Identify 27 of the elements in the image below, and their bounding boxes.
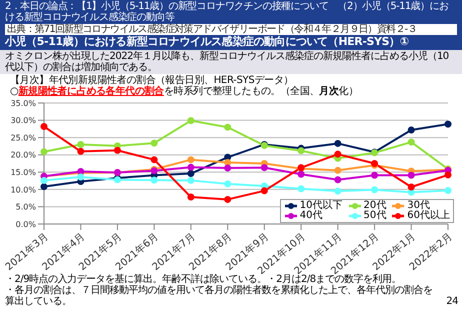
text: 24	[446, 296, 458, 307]
y-tick-label: 20.0%	[10, 150, 36, 160]
y-tick-label: 0.0%	[16, 220, 36, 229]
y-tick-label: 10.0%	[10, 185, 36, 194]
text: 2．本日の論点：【1】小児（5-11歳）の新型コロナワクチンの接種について （2）小児（5-11歳）における新型コロナウイルス感染症の動向等	[5, 1, 448, 23]
legend-label: 60代以上	[407, 210, 450, 221]
source-note: 出典：第71回新型コロナウイルス感染症対策アドバイザリーボード（令和４年２月９日）資料２-３	[7, 24, 417, 35]
y-tick-label: 35.0%	[10, 98, 36, 108]
text: ○	[10, 86, 18, 97]
y-tick-label: 30.0%	[10, 116, 36, 126]
y-tick-label: 15.0%	[10, 168, 36, 177]
legend-label: 50代	[364, 210, 386, 221]
legend-label: 30代	[407, 200, 430, 211]
legend-label: 20代	[364, 200, 386, 211]
y-tick-label: 5.0%	[16, 202, 36, 212]
text: 【月次】年代別新規陽性者の割合（報告日別、HER-SYSデータ）	[10, 75, 294, 86]
text: 化）	[338, 86, 358, 97]
legend-label: 10代以下	[300, 200, 343, 211]
chart-title: 小児（5-11歳）における新型コロナウイルス感染症の動向について（HER-SYS）①	[5, 35, 409, 48]
legend-label: 40代	[300, 210, 323, 221]
text: を時系列で整理したもの。（全国、	[164, 86, 320, 97]
y-tick-label: 25.0%	[10, 133, 36, 142]
text: ・2/9時点の入力データを基に算出。年齢不詳は除いている。・2月は2/8までの数字を利用。	[5, 274, 402, 285]
chart-subtitle: オミクロン株が出現した2022年１月以降も、新型コロナウイルス感染症の新規陽性者に占める小児（10代以下）の割合は増加傾向である。	[5, 51, 449, 73]
text: 新規陽性者に占める各年代の割合	[18, 86, 164, 97]
text: ・各月の割合は、７日間移動平均の値を用いて各月の陽性者数を累積化した上で、各年代別の割合を算出している。	[5, 285, 432, 307]
text: 月次	[319, 86, 339, 97]
